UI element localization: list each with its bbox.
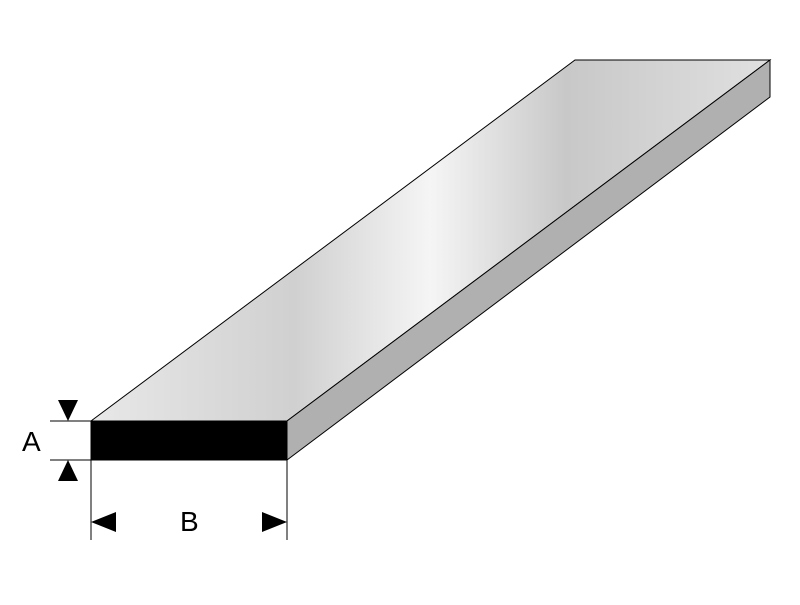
dimension-a-label: A: [22, 426, 41, 458]
dim-a-arrow-bottom: [58, 460, 78, 481]
dim-b-arrow-right: [262, 512, 287, 532]
strip-front-face: [91, 421, 287, 460]
dimension-b-label: B: [180, 506, 199, 538]
strip-profile-svg: [0, 0, 800, 600]
technical-diagram: A B: [0, 0, 800, 600]
dim-a-arrow-top: [58, 400, 78, 421]
dim-b-arrow-left: [91, 512, 116, 532]
strip-top-face: [91, 60, 770, 421]
